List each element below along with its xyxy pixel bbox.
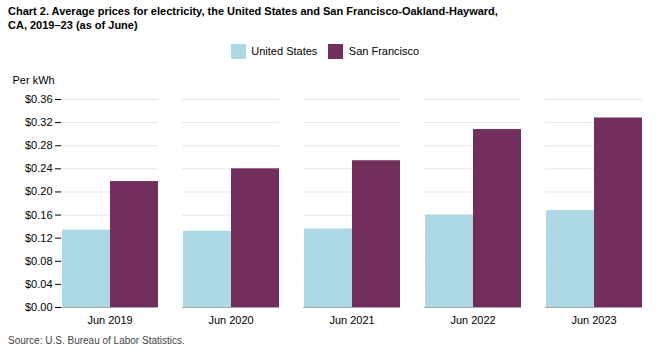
svg-text:$0.04: $0.04 (25, 278, 53, 290)
svg-text:$0.20: $0.20 (25, 186, 53, 198)
svg-text:Jun 2019: Jun 2019 (87, 314, 132, 326)
svg-text:$0.32: $0.32 (25, 116, 53, 128)
svg-text:Jun 2022: Jun 2022 (450, 314, 495, 326)
svg-text:Jun 2023: Jun 2023 (571, 314, 616, 326)
svg-text:Per kWh: Per kWh (13, 74, 55, 86)
svg-text:Jun 2020: Jun 2020 (208, 314, 253, 326)
html-text:Source: U.S. Bureau of Labor S: Source: U.S. Bureau of Labor Statistics. (8, 335, 185, 347)
svg-text:Jun 2021: Jun 2021 (329, 314, 374, 326)
svg-text:$0.08: $0.08 (25, 255, 53, 267)
svg-text:$0.00: $0.00 (25, 301, 53, 313)
svg-text:$0.12: $0.12 (25, 232, 53, 244)
html-text:United States: United States (251, 45, 318, 58)
html-text:San Francisco: San Francisco (348, 45, 420, 58)
svg-text:$0.24: $0.24 (25, 162, 53, 174)
svg-text:$0.16: $0.16 (25, 209, 53, 221)
svg-text:$0.28: $0.28 (25, 139, 53, 151)
svg-text:$0.36: $0.36 (25, 93, 53, 105)
html-text:Chart 2. Average prices for el: Chart 2. Average prices for electricity,… (8, 5, 498, 32)
